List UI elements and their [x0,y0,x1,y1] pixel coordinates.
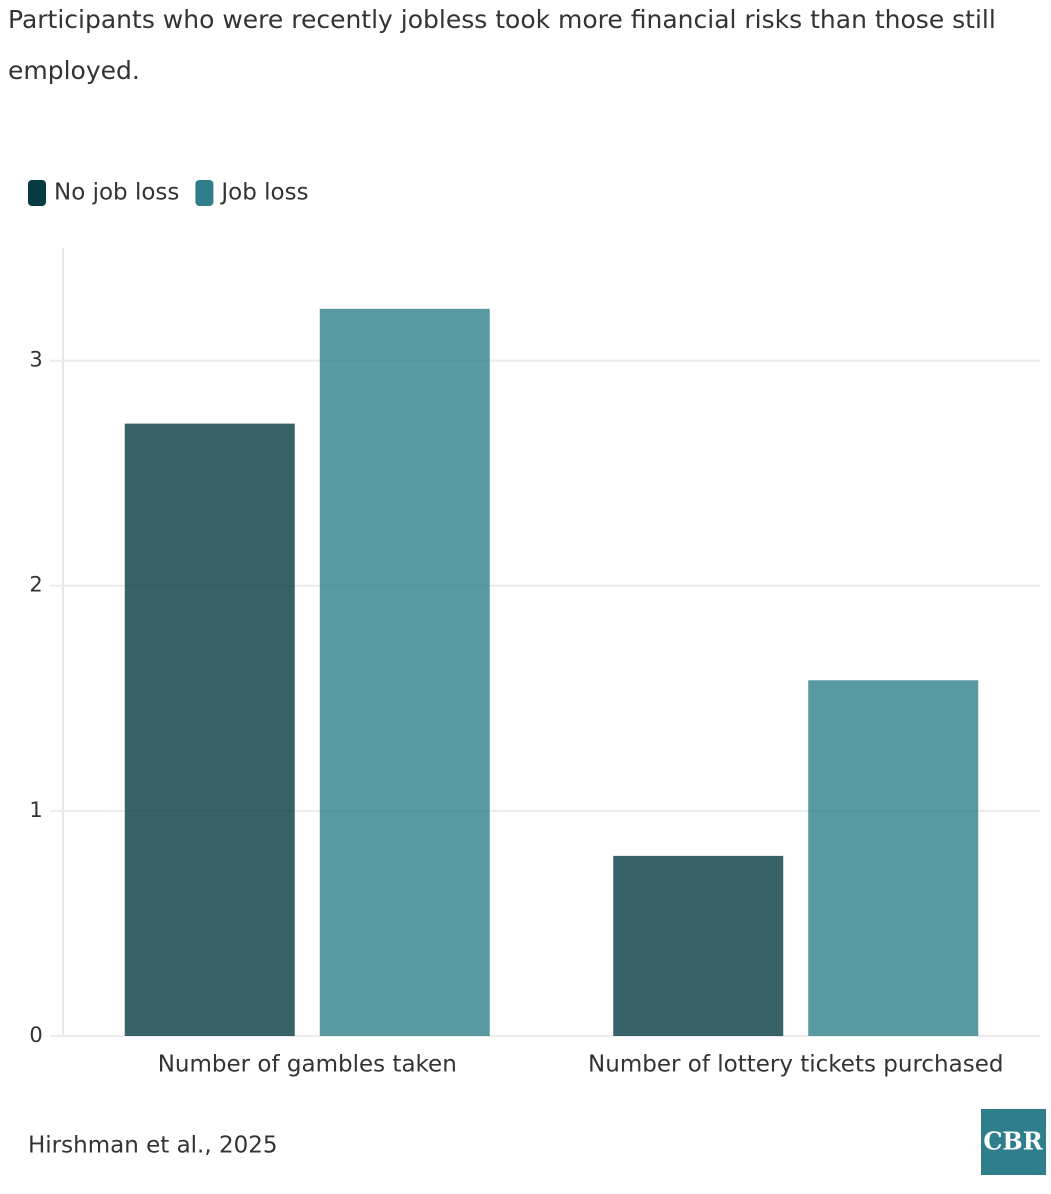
bar [613,855,784,1036]
legend-swatch [195,180,214,206]
legend-swatch [28,180,46,206]
y-tick-label: 2 [29,573,42,597]
x-tick-label: Number of gambles taken [158,1052,457,1078]
legend-label: No job loss [54,180,179,206]
logo-box [981,1109,1046,1175]
y-tick-label: 1 [29,798,42,822]
y-tick-label: 0 [29,1023,42,1047]
logo: CBR [983,1127,1043,1156]
source: Hirshman et al., 2025 [28,1133,278,1159]
legend-label: Job loss [219,180,308,206]
bar [124,423,295,1036]
bar [319,308,490,1036]
chart-title: Participants who were recently jobless t… [8,5,996,85]
y-tick-label: 3 [29,348,42,372]
bar [808,680,979,1036]
x-tick-label: Number of lottery tickets purchased [588,1052,1003,1078]
